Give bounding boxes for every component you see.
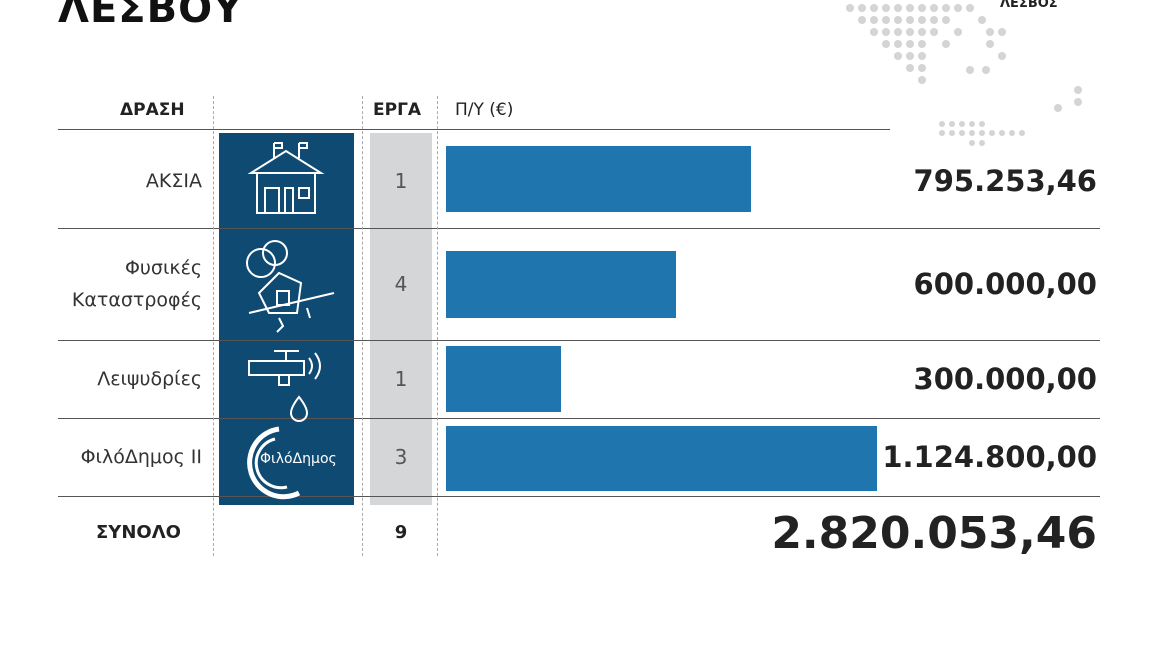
header-budget: Π/Υ (€): [455, 100, 514, 120]
total-label: ΣΥΝΟΛΟ: [96, 522, 181, 543]
column-separator: [213, 96, 214, 556]
row-rule: [58, 418, 1100, 419]
map-decoration: [846, 4, 1082, 146]
logo-icon: [247, 426, 301, 500]
category-label: Λειψυδρίες: [97, 368, 202, 390]
projects-count: 4: [394, 272, 408, 296]
total-projects: 9: [394, 522, 408, 543]
bar: [446, 251, 676, 318]
row-rule: [58, 340, 1100, 341]
row-rule: [58, 496, 1100, 497]
column-separator: [362, 96, 363, 556]
header-rule: [58, 129, 890, 130]
value-label: 600.000,00: [913, 267, 1097, 301]
bar: [446, 426, 877, 491]
tap-icon: [248, 350, 321, 422]
bar: [446, 146, 751, 212]
disaster-icon: [246, 240, 335, 333]
map-label: ΛΕΣΒΟΣ: [1000, 0, 1058, 11]
value-label: 300.000,00: [913, 362, 1097, 396]
projects-count: 3: [394, 445, 408, 469]
total-value: 2.820.053,46: [771, 508, 1097, 559]
house-icon: [247, 142, 325, 214]
column-separator: [437, 96, 438, 556]
projects-column: [370, 133, 432, 505]
projects-count: 1: [394, 168, 408, 193]
header-action: ΔΡΑΣΗ: [120, 100, 185, 120]
title: ΛΕΣΒΟΥ: [58, 0, 244, 32]
icons: [246, 142, 335, 500]
category-label: ΦιλόΔημος ΙΙ: [80, 446, 202, 468]
logo-text: ΦιλόΔημος: [260, 451, 337, 467]
projects-count: 1: [394, 367, 408, 391]
header-projects: ΕΡΓΑ: [373, 100, 422, 120]
value-label: 1.124.800,00: [882, 440, 1097, 474]
icon-column: [219, 133, 354, 505]
category-label: Φυσικές Καταστροφές: [71, 257, 202, 311]
bar: [446, 346, 561, 412]
value-label: 795.253,46: [913, 163, 1097, 198]
category-label: ΑΚΣΙΑ: [145, 169, 202, 192]
row-rule: [58, 228, 1100, 229]
